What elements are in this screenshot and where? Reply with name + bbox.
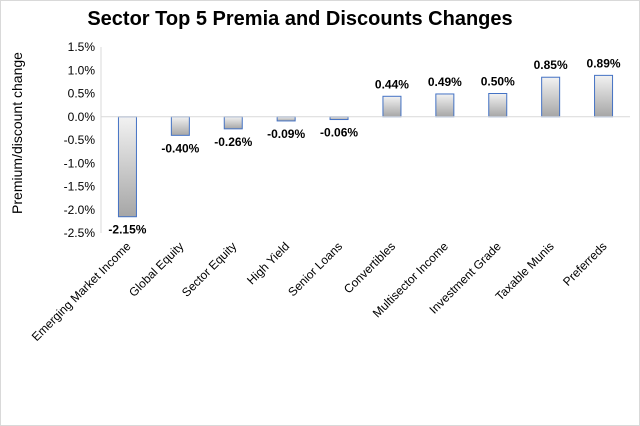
bar [488,93,508,118]
category-label: Global Equity [126,239,186,299]
y-tick-label: 0.0% [68,110,96,124]
y-tick-label: 1.5% [68,40,96,54]
bar [382,95,402,118]
y-tick-label: -2.5% [64,226,96,240]
data-label: -0.40% [161,141,199,155]
category-label: Convertibles [341,239,398,296]
data-label: -2.15% [108,223,146,237]
bar [276,116,296,122]
y-tick-label: -1.0% [64,156,96,170]
data-label: 0.44% [375,77,409,91]
y-axis-title: Premium/discount change [9,52,25,214]
category-label: Preferreds [560,239,610,289]
data-label: -0.06% [320,126,358,140]
category-label: Emerging Market Income [29,239,134,344]
bar [594,74,614,118]
category-label: Sector Equity [179,239,239,299]
data-label: -0.09% [267,127,305,141]
bar [435,93,455,118]
y-tick-label: 1.0% [68,63,96,77]
bar [541,76,561,118]
y-tick-label: -2.0% [64,203,96,217]
bar [117,116,137,218]
category-label: High Yield [244,239,292,287]
data-label: -0.26% [214,135,252,149]
chart-title: Sector Top 5 Premia and Discounts Change… [87,8,513,30]
bar [170,116,190,136]
y-tick-label: -1.5% [64,180,96,194]
data-label: 0.89% [587,56,621,70]
data-label: 0.49% [428,75,462,89]
data-label: 0.85% [534,58,568,72]
data-label: 0.50% [481,75,515,89]
bar [223,116,243,130]
y-tick-label: -0.5% [64,133,96,147]
y-tick-label: 0.5% [68,87,96,101]
category-label: Senior Loans [285,239,345,299]
